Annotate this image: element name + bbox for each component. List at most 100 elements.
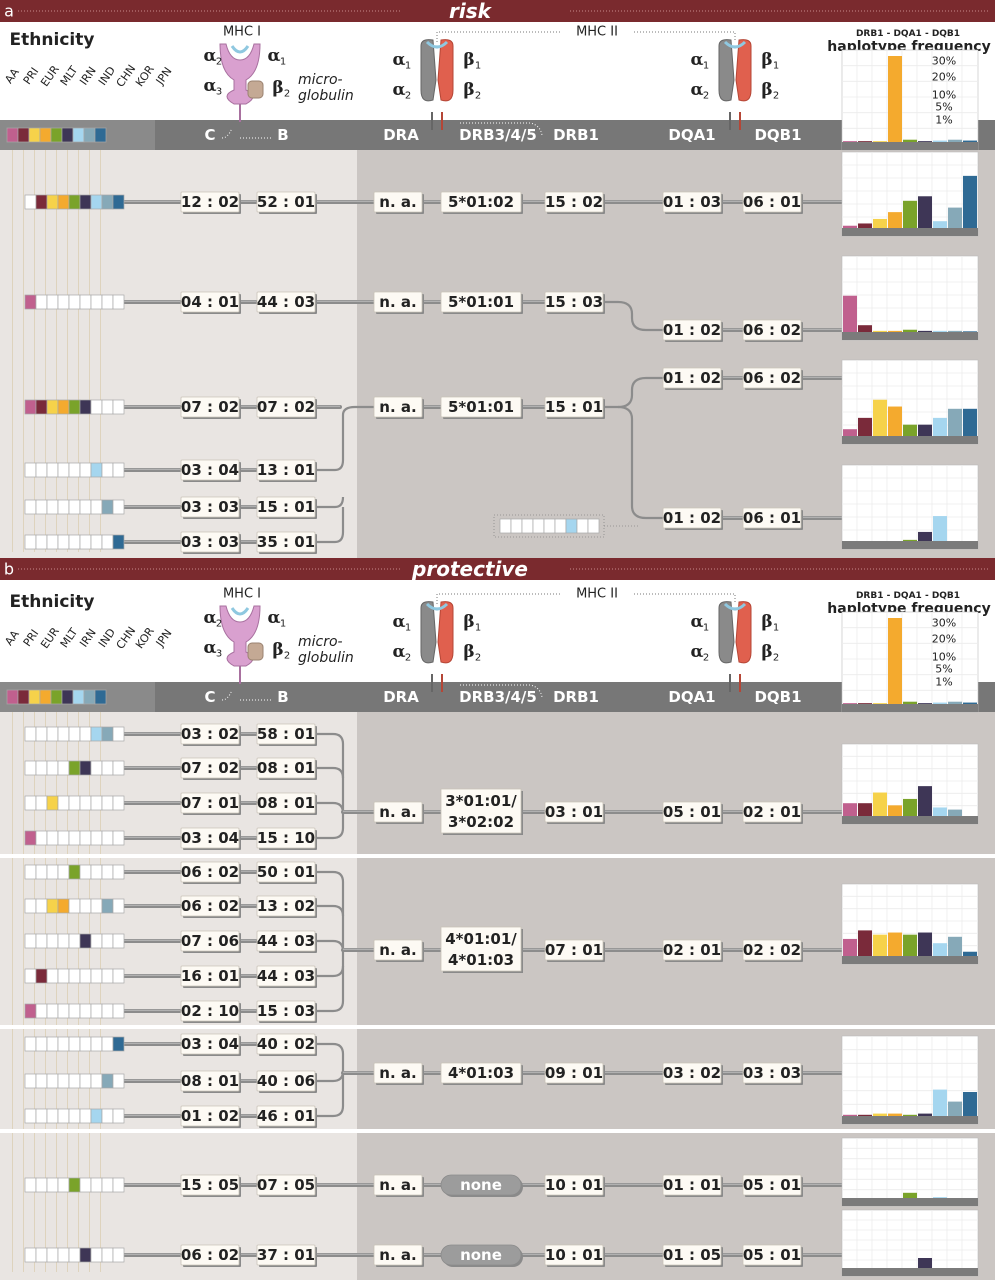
mhc2-beta2-label: β xyxy=(761,80,772,100)
freq-tick-3: 10% xyxy=(932,89,956,102)
eth-cell-jpn xyxy=(112,1003,125,1019)
globulin-label: globulin xyxy=(298,650,354,666)
mhc1-molecule-icon xyxy=(219,43,261,105)
eth-cell-eur xyxy=(46,1073,59,1089)
freq-tick-4: 5% xyxy=(935,663,952,676)
eth-cell-pri xyxy=(17,689,30,705)
mhc2-alpha2-label: α xyxy=(690,80,703,100)
eth-cell-pri xyxy=(35,499,48,515)
eth-cell-jpn xyxy=(112,534,125,550)
connector-layer xyxy=(122,200,844,1257)
mhc2-beta1-label: β xyxy=(761,612,772,632)
eth-cell-irn xyxy=(68,933,81,949)
eth-cell-aa xyxy=(24,194,37,210)
chart-frame xyxy=(841,1209,979,1277)
eth-cell-jpn xyxy=(112,1036,125,1052)
eth-cell-kor xyxy=(101,534,114,550)
eth-cell-aa xyxy=(24,726,37,742)
eth-cell-eur xyxy=(521,518,534,534)
bar-aa xyxy=(843,141,857,142)
prot-dqa1-box xyxy=(662,939,722,961)
eth-cell-chn xyxy=(90,1003,103,1019)
eth-cell-chn xyxy=(90,830,103,846)
bar-ind xyxy=(918,1258,932,1268)
prot-hla-c-box xyxy=(180,827,240,849)
prot-eth-row xyxy=(24,760,125,776)
locus-drb1: DRB1 xyxy=(553,688,599,706)
eth-cell-ind xyxy=(61,127,74,143)
risk-hla-b-box xyxy=(256,459,316,481)
bar-mlt xyxy=(888,212,902,228)
eth-cell-mlt xyxy=(57,499,70,515)
eth-cell-kor xyxy=(83,127,96,143)
eth-cell-ind xyxy=(79,1073,92,1089)
risk-dqb1-box-text: 06 : 02 xyxy=(743,369,801,387)
eth-cell-mlt xyxy=(57,726,70,742)
risk-hla-c-box-text: 03 : 03 xyxy=(181,498,239,516)
bar-ind xyxy=(918,531,932,541)
risk-hla-b-box xyxy=(256,531,316,553)
eth-cell-ind xyxy=(79,726,92,742)
bar-pri xyxy=(858,803,872,816)
eth-cell-kor xyxy=(576,518,589,534)
prot-hla-c-box xyxy=(180,1070,240,1092)
risk-eth-row xyxy=(24,194,125,210)
prot-hla-c-box xyxy=(180,930,240,952)
risk-drb345-box xyxy=(440,396,522,418)
risk-hla-c-box xyxy=(180,496,240,518)
haplotype-frequency-chart xyxy=(841,1137,979,1207)
eth-cell-chn xyxy=(90,760,103,776)
risk-merge-path xyxy=(316,496,345,509)
eth-cell-eur xyxy=(46,795,59,811)
bar-pri xyxy=(858,1114,872,1116)
prot-drb345-box-text: none xyxy=(460,1246,502,1264)
eth-cell-irn xyxy=(68,194,81,210)
prot-drb1-box xyxy=(544,939,604,961)
mhc2-label: MHC II xyxy=(576,25,618,40)
prot-eth-row xyxy=(24,1073,125,1089)
prot-dra-box xyxy=(373,1062,423,1084)
eth-cell-ind xyxy=(79,294,92,310)
eth-cell-chn xyxy=(90,499,103,515)
prot-hla-b-box xyxy=(256,861,316,883)
prot-eth-row xyxy=(24,898,125,914)
mhc2-alpha-chain-icon xyxy=(718,39,735,102)
eth-cell-kor xyxy=(101,760,114,776)
prot-hla-b-box-text: 37 : 01 xyxy=(257,1246,315,1264)
prot-dra-box-text: n. a. xyxy=(379,1246,416,1264)
risk-dra-box xyxy=(373,396,423,418)
prot-dra-box-text: n. a. xyxy=(379,941,416,959)
eth-cell-mlt xyxy=(532,518,545,534)
eth-cell-mlt xyxy=(57,399,70,415)
prot-eth-row xyxy=(24,1036,125,1052)
bar-kor xyxy=(948,207,962,228)
prot-drb1-box xyxy=(544,801,604,823)
eth-cell-kor xyxy=(101,1073,114,1089)
bar-ind xyxy=(918,786,932,816)
bar-chn xyxy=(933,417,947,436)
beta2-b2m-label: β xyxy=(272,78,283,98)
ethnicity-label: Ethnicity xyxy=(10,30,95,50)
prot-drb345-box xyxy=(440,1062,522,1084)
mhc2-bracket-left xyxy=(436,593,560,604)
risk-drb1-box xyxy=(544,191,604,213)
eth-cell-mlt xyxy=(57,933,70,949)
eth-cell-irn xyxy=(68,1073,81,1089)
bar-irn xyxy=(903,539,917,541)
bar-ind xyxy=(918,424,932,436)
risk-drb345-box xyxy=(440,291,522,313)
micro-label: micro- xyxy=(298,72,343,88)
locus-dra: DRA xyxy=(383,688,419,706)
prot-dqa1-box-text: 03 : 02 xyxy=(663,1064,721,1082)
eth-cell-jpn xyxy=(112,462,125,478)
prot-dqa1-box xyxy=(662,1174,722,1196)
mhc2-beta2-label: β xyxy=(463,642,474,662)
bar-eur xyxy=(873,218,887,228)
prot-hla-b-box xyxy=(256,1105,316,1127)
eth-cell-eur xyxy=(46,534,59,550)
prot-hla-b-box-text: 08 : 01 xyxy=(257,759,315,777)
locus-dots-c xyxy=(221,127,233,139)
eth-cell-ind xyxy=(79,1108,92,1124)
bar-pri xyxy=(858,703,872,704)
